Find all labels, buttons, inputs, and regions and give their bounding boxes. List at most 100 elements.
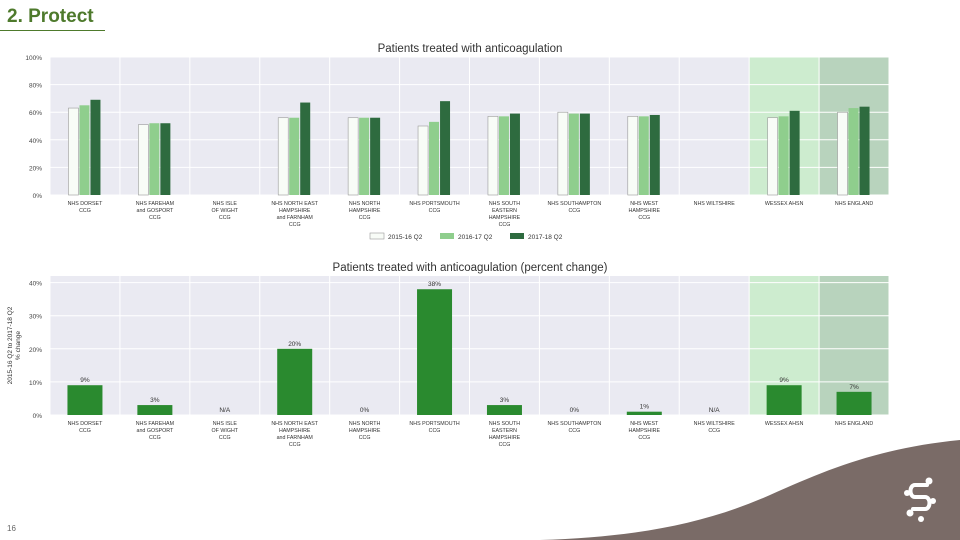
x-tick-label: NHS SOUTH — [489, 421, 520, 427]
y-tick-label: 20% — [29, 165, 42, 172]
logo-icon — [904, 477, 936, 522]
x-tick-label: NHS DORSET — [68, 201, 103, 207]
x-tick-label: NHS WILTSHIRE — [694, 201, 736, 207]
chart1-title: Patients treated with anticoagulation — [378, 43, 563, 55]
x-tick-label: CCG — [289, 222, 301, 228]
x-tick-label: NHS NORTH — [349, 201, 381, 207]
x-tick-label: HAMPSHIRE — [489, 215, 521, 221]
data-label: 0% — [360, 407, 370, 414]
bar-1 — [68, 107, 79, 196]
x-tick-label: CCG — [499, 442, 511, 448]
x-tick-label: CCG — [429, 428, 441, 434]
x-tick-label: and FARNHAM — [277, 435, 313, 441]
x-tick-label: NHS SOUTHAMPTON — [547, 201, 601, 207]
anticoagulation-chart: Patients treated with anticoagulation 0%… — [25, 43, 890, 241]
bar-2 — [149, 123, 160, 195]
bar-1 — [767, 117, 778, 196]
x-tick-label: CCG — [568, 208, 580, 214]
x-tick-label: CCG — [79, 208, 91, 214]
bar-2 — [359, 117, 370, 195]
x-tick-label: NHS WILTSHIRE — [694, 421, 736, 427]
x-tick-label: CCG — [638, 435, 650, 441]
y-tick-label: 10% — [29, 380, 42, 387]
bar-3 — [160, 123, 171, 195]
x-tick-label: WESSEX AHSN — [765, 421, 804, 427]
x-tick-label: HAMPSHIRE — [279, 428, 311, 434]
bar-3 — [789, 110, 800, 195]
x-tick-label: NHS NORTH — [349, 421, 381, 427]
bar-2 — [79, 105, 90, 195]
data-label: 3% — [500, 397, 510, 404]
slide-title: 2. Protect — [7, 6, 94, 27]
bar-3 — [649, 114, 660, 195]
x-tick-label: CCG — [359, 215, 371, 221]
x-tick-label: CCG — [289, 442, 301, 448]
x-tick-label: NHS NORTH EAST — [271, 421, 318, 427]
x-tick-label: NHS SOUTH — [489, 201, 520, 207]
x-tick-label: OF WIGHT — [212, 208, 239, 214]
bar-2 — [289, 117, 300, 195]
change-bar — [836, 391, 872, 415]
bar-2 — [429, 121, 440, 195]
y-tick-label: 40% — [29, 281, 42, 288]
page-number: 16 — [7, 524, 16, 533]
x-tick-label: NHS ENGLAND — [835, 421, 873, 427]
x-tick-label: and GOSPORT — [137, 428, 174, 434]
x-tick-label: NHS SOUTHAMPTON — [547, 421, 601, 427]
data-label: N/A — [709, 407, 721, 414]
x-tick-label: NHS FAREHAM — [136, 201, 174, 207]
x-tick-label: and FARNHAM — [277, 215, 313, 221]
x-tick-label: NHS WEST — [630, 201, 659, 207]
bar-1 — [138, 124, 149, 196]
x-tick-label: CCG — [429, 208, 441, 214]
bar-3 — [90, 99, 101, 195]
bar-1 — [557, 111, 569, 196]
x-tick-label: CCG — [638, 215, 650, 221]
data-label: 1% — [640, 404, 650, 411]
bar-3 — [509, 113, 520, 195]
data-label: 20% — [288, 341, 301, 348]
y-tick-label: 20% — [29, 347, 42, 354]
x-tick-label: HAMPSHIRE — [629, 428, 661, 434]
data-label: N/A — [219, 407, 231, 414]
x-tick-label: OF WIGHT — [212, 428, 239, 434]
x-tick-label: HAMPSHIRE — [349, 208, 381, 214]
x-tick-label: CCG — [219, 435, 231, 441]
change-bar — [766, 385, 802, 415]
x-tick-label: HAMPSHIRE — [489, 435, 521, 441]
bar-1 — [837, 111, 848, 196]
footer-decoration — [540, 440, 960, 540]
x-tick-label: HAMPSHIRE — [629, 208, 661, 214]
legend-label: 2016-17 Q2 — [458, 234, 493, 241]
chart2-title: Patients treated with anticoagulation (p… — [333, 262, 608, 274]
x-tick-label: CCG — [219, 215, 231, 221]
y-axis-label: % change — [15, 331, 22, 360]
title-underline — [0, 30, 105, 31]
y-axis-label: 2015-16 Q2 to 2017-18 Q2 — [7, 306, 14, 384]
bar-3 — [370, 117, 381, 195]
bar-2 — [778, 116, 789, 195]
change-bar — [626, 411, 662, 415]
x-tick-label: EASTERN — [492, 428, 517, 434]
change-bar — [137, 405, 173, 415]
bar-3 — [859, 106, 870, 195]
x-tick-label: NHS FAREHAM — [136, 421, 174, 427]
bar-2 — [568, 113, 579, 195]
x-tick-label: CCG — [568, 428, 580, 434]
y-tick-label: 60% — [29, 110, 42, 117]
legend-swatch — [510, 233, 524, 239]
bar-1 — [347, 117, 359, 196]
x-tick-label: HAMPSHIRE — [279, 208, 311, 214]
x-tick-label: NHS WEST — [630, 421, 659, 427]
bar-3 — [579, 113, 590, 195]
x-tick-label: EASTERN — [492, 208, 517, 214]
legend-swatch — [369, 232, 385, 240]
legend-swatch — [440, 233, 454, 239]
bar-2 — [848, 108, 859, 195]
data-label: 9% — [80, 377, 90, 384]
percent-change-chart: Patients treated with anticoagulation (p… — [7, 262, 890, 448]
bar-2 — [498, 116, 509, 195]
bar-3 — [440, 101, 451, 195]
x-tick-label: NHS ISLE — [213, 201, 238, 207]
x-tick-label: HAMPSHIRE — [349, 428, 381, 434]
